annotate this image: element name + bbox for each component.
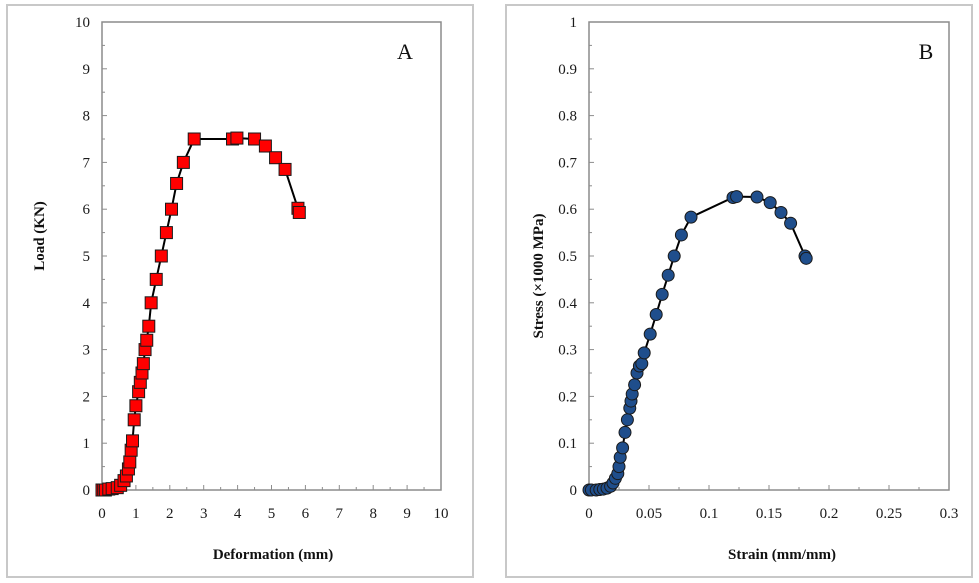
data-point (730, 190, 744, 204)
data-point (187, 132, 201, 146)
x-tick-label: 0.05 (636, 506, 662, 522)
data-point (159, 226, 173, 240)
data-point (230, 131, 244, 145)
data-point (616, 441, 630, 455)
plot-area-frame (588, 21, 950, 491)
data-point (750, 190, 764, 204)
x-tick-label: 0.3 (940, 506, 959, 522)
y-tick-label: 1 (570, 15, 578, 31)
data-point (637, 346, 651, 360)
data-point (784, 216, 798, 230)
data-point (127, 413, 141, 427)
data-point (667, 249, 681, 263)
data-point (763, 196, 777, 210)
data-point (628, 378, 642, 392)
y-tick-label: 4 (83, 296, 91, 312)
chart-panel-b: 0 0.1 0.2 0.3 0.4 0.5 0.6 0.7 0.8 0.9 1 0 0.05 0.1 0.1… (505, 4, 973, 578)
data-point (655, 287, 669, 301)
data-point (170, 176, 184, 190)
chart-panel-a: 0 1 2 3 4 5 6 7 8 9 10 0 1 2 3 4 5 6 7 8 9 10 A Deformation (… (6, 4, 474, 578)
data-point (164, 202, 178, 216)
y-tick-label: 0.1 (558, 436, 577, 452)
y-tick-label: 0.2 (558, 389, 577, 405)
data-point (635, 357, 649, 371)
data-point (643, 327, 657, 341)
y-tick-label: 0 (83, 483, 91, 499)
data-point (154, 249, 168, 263)
data-point (149, 272, 163, 286)
data-point (126, 434, 140, 448)
y-tick-label: 3 (83, 343, 91, 359)
x-tick-label: 3 (200, 506, 208, 522)
chart-a-svg: 0 1 2 3 4 5 6 7 8 9 10 0 1 2 3 4 5 6 7 8 9 10 A Deformation (… (32, 15, 449, 563)
x-tick-label: 5 (268, 506, 276, 522)
y-tick-label: 0.3 (558, 343, 577, 359)
y-tick-label: 0.8 (558, 109, 577, 125)
y-tick-label: 1 (83, 436, 91, 452)
data-point (248, 132, 262, 146)
data-point (799, 251, 813, 265)
data-point (618, 425, 632, 439)
x-tick-label: 0.2 (820, 506, 839, 522)
x-tick-label: 0 (98, 506, 106, 522)
y-tick-label: 0.9 (558, 62, 577, 78)
x-tick-label: 2 (166, 506, 174, 522)
data-point (684, 210, 698, 224)
x-tick-label: 4 (234, 506, 242, 522)
x-tick-label: 1 (132, 506, 140, 522)
y-tick-label: 8 (83, 109, 91, 125)
y-tick-label: 0.5 (558, 249, 577, 265)
data-point (142, 319, 156, 333)
data-point (136, 357, 150, 371)
panel-label-a: A (397, 39, 413, 64)
data-point (774, 205, 788, 219)
data-point (674, 228, 688, 242)
data-point (129, 399, 143, 413)
data-point (661, 268, 675, 282)
data-point (123, 455, 137, 469)
x-tick-label: 8 (369, 506, 377, 522)
y-tick-label: 0.7 (558, 155, 577, 171)
data-point (176, 155, 190, 169)
x-tick-label: 0 (585, 506, 593, 522)
data-point (258, 139, 272, 153)
y-axis-title-a: Load (KN) (32, 201, 48, 271)
x-tick-label: 10 (434, 506, 449, 522)
chart-b-svg: 0 0.1 0.2 0.3 0.4 0.5 0.6 0.7 0.8 0.9 1 0 0.05 0.1 0.1… (531, 15, 959, 563)
y-tick-label: 6 (83, 202, 91, 218)
data-point (292, 205, 306, 219)
y-tick-label: 0.6 (558, 202, 577, 218)
panel-label-b: B (919, 39, 934, 64)
y-tick-label: 10 (75, 15, 90, 31)
x-tick-label: 0.1 (700, 506, 719, 522)
y-axis-title-b: Stress (×1000 MPa) (531, 214, 547, 339)
data-point (144, 296, 158, 310)
x-tick-label: 6 (302, 506, 310, 522)
y-tick-label: 0 (570, 483, 578, 499)
x-tick-label: 9 (403, 506, 411, 522)
x-axis-title-b: Strain (mm/mm) (728, 547, 836, 563)
y-tick-label: 0.4 (558, 296, 577, 312)
y-tick-label: 9 (83, 62, 91, 78)
y-tick-label: 2 (83, 389, 91, 405)
x-axis-title-a: Deformation (mm) (213, 547, 333, 563)
x-tick-label: 7 (336, 506, 344, 522)
data-point (269, 151, 283, 165)
x-tick-label: 0.25 (876, 506, 902, 522)
x-tick-label: 0.15 (756, 506, 782, 522)
data-point (620, 413, 634, 427)
data-point (649, 308, 663, 321)
y-tick-label: 7 (83, 155, 91, 171)
plot-area-frame (101, 21, 442, 491)
data-point (140, 333, 154, 347)
data-point (278, 162, 292, 176)
y-tick-label: 5 (83, 249, 91, 265)
